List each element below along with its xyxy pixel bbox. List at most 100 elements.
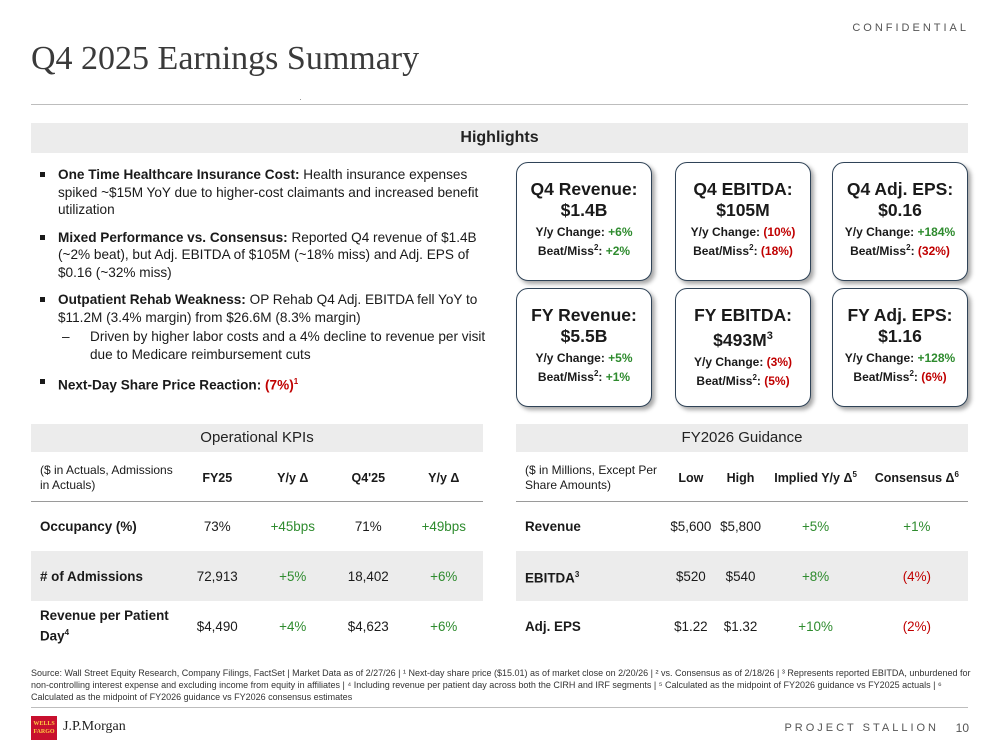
guidance-low: $5,600 xyxy=(670,518,712,534)
guidance-implied: +5% xyxy=(801,518,830,534)
guidance-table: ($ in Millions, Except Per Share Amounts… xyxy=(516,455,968,651)
sub-bullet-text: Driven by higher labor costs and a 4% de… xyxy=(90,329,486,362)
guidance-row-label: Adj. EPS xyxy=(516,601,666,651)
card-value-line: $105M xyxy=(676,200,810,221)
guidance-label-text: Adj. EPS xyxy=(525,618,581,634)
card-yoy-label: Y/y Change: xyxy=(535,225,609,239)
card-beat-value: +1% xyxy=(605,370,631,384)
bullet-heading: Outpatient Rehab Weakness: xyxy=(58,292,246,307)
footnote-marker: 1 xyxy=(293,377,299,386)
wells-fargo-logo: WELLS FARGO xyxy=(31,716,57,740)
card-beat-label: Beat/Miss xyxy=(693,244,750,258)
kpi-row-label: # of Admissions xyxy=(31,551,181,601)
kpi-row: Revenue per Patient Day4 $4,490 +4% $4,623 +… xyxy=(31,601,483,651)
kpi-row-label: Occupancy (%) xyxy=(31,501,181,551)
guidance-header: FY2026 Guidance xyxy=(516,424,968,452)
card-yoy-line: Y/y Change: +128% xyxy=(833,351,967,366)
title-divider xyxy=(31,104,968,105)
card-title: Q4 EBITDA: xyxy=(693,179,793,199)
card-yoy-label: Y/y Change: xyxy=(690,225,764,239)
guidance-row: EBITDA3 $520 $540 +8% (4%) xyxy=(516,551,968,601)
kpi-q4: $4,623 xyxy=(347,618,389,634)
footer-divider xyxy=(31,707,968,708)
dash-icon: – xyxy=(62,329,70,344)
metric-card: Q4 EBITDA: $105M Y/y Change: (10%) Beat/Mis… xyxy=(675,162,811,281)
card-beat-line: Beat/Miss2: +2% xyxy=(517,240,651,259)
page-number: 10 xyxy=(955,721,969,735)
guidance-implied: +10% xyxy=(798,618,833,634)
card-yoy-line: Y/y Change: +5% xyxy=(517,351,651,366)
kpi-q4: 18,402 xyxy=(331,551,405,601)
card-beat-label: Beat/Miss xyxy=(537,244,594,258)
bullet-square-icon xyxy=(40,172,45,177)
guidance-col-header: High xyxy=(715,455,766,502)
card-beat-line: Beat/Miss2: +1% xyxy=(517,366,651,385)
card-beat-label: Beat/Miss xyxy=(850,244,907,258)
guidance-low: $520 xyxy=(666,551,716,601)
card-value-footnote: 3 xyxy=(766,330,773,342)
guidance-col-footnote: 6 xyxy=(954,470,959,480)
kpi-label-text: Revenue per Patient Day xyxy=(40,608,169,644)
card-beat-footnote: 2 xyxy=(593,243,599,252)
card-beat-line: Beat/Miss2: (32%) xyxy=(833,240,967,259)
share-price-reaction: (7%) xyxy=(265,377,294,393)
kpi-q4-yoy: +6% xyxy=(404,551,483,601)
card-beat-label: Beat/Miss xyxy=(696,373,753,388)
kpi-fy25: $4,490 xyxy=(196,618,238,634)
jpmorgan-logo: J.P.Morgan xyxy=(63,719,126,734)
kpi-col-fy25-yoy: Y/y Δ xyxy=(253,455,332,502)
card-beat-line: Beat/Miss2: (6%) xyxy=(833,366,967,385)
card-beat-value: +2% xyxy=(605,244,631,258)
bullet-square-icon xyxy=(40,297,45,302)
kpi-table: ($ in Actuals, Admissions in Actuals) FY… xyxy=(31,455,483,651)
card-value-line: $493M3 xyxy=(676,326,810,351)
bullet-rehab-weakness: Outpatient Rehab Weakness: OP Rehab Q4 A… xyxy=(38,291,486,326)
source-footnotes: Source: Wall Street Equity Research, Com… xyxy=(31,668,971,702)
card-beat-label: Beat/Miss xyxy=(853,370,910,384)
card-yoy-line: Y/y Change: (3%) xyxy=(676,355,810,370)
card-yoy-value: +128% xyxy=(917,351,956,365)
card-beat-label: Beat/Miss xyxy=(537,370,594,384)
card-beat-line: Beat/Miss2: (5%) xyxy=(676,370,810,389)
card-beat-colon: : xyxy=(598,370,606,384)
card-value: $105M xyxy=(716,200,770,220)
kpi-col-label: ($ in Actuals, Admissions in Actuals) xyxy=(31,455,181,502)
guidance-consensus: (2%) xyxy=(902,618,931,634)
kpi-row: # of Admissions 72,913 +5% 18,402 +6% xyxy=(31,551,483,601)
card-yoy-value: (3%) xyxy=(766,354,793,369)
metric-card: Q4 Adj. EPS: $0.16 Y/y Change: +184% Beat/M… xyxy=(832,162,968,281)
card-yoy-label: Y/y Change: xyxy=(693,354,767,369)
kpi-fy25-yoy: +5% xyxy=(253,551,332,601)
guidance-col-text: High xyxy=(726,470,755,485)
bullet-square-icon xyxy=(40,234,45,240)
card-beat-footnote: 2 xyxy=(749,243,754,252)
confidential-label: CONFIDENTIAL xyxy=(852,22,969,34)
guidance-label-text: Revenue xyxy=(525,518,581,534)
card-beat-footnote: 2 xyxy=(752,372,757,382)
card-yoy-line: Y/y Change: (10%) xyxy=(676,225,810,240)
card-yoy-value: +184% xyxy=(917,225,956,239)
guidance-consensus: +1% xyxy=(903,518,931,534)
guidance-implied: +8% xyxy=(765,551,866,601)
kpi-label-footnote: 4 xyxy=(64,628,70,638)
kpi-header: Operational KPIs xyxy=(31,424,483,452)
card-beat-value: (6%) xyxy=(921,370,947,384)
metric-card: Q4 Revenue: $1.4B Y/y Change: +6% Beat/Miss… xyxy=(516,162,652,281)
guidance-col-header: Implied Y/y Δ5 xyxy=(765,455,866,502)
card-yoy-label: Y/y Change: xyxy=(535,351,609,365)
page-title: Q4 2025 Earnings Summary xyxy=(31,40,420,77)
guidance-header-row: ($ in Millions, Except Per Share Amounts… xyxy=(516,455,968,502)
card-yoy-value: (10%) xyxy=(763,225,796,239)
guidance-row-label: EBITDA3 xyxy=(516,551,666,601)
card-beat-colon: : xyxy=(756,373,765,388)
card-value-line: $0.16 xyxy=(833,200,967,221)
bullet-text: OP Rehab Q4 Adj. EBITDA fell YoY to $11.… xyxy=(58,292,478,325)
guidance-row-label: Revenue xyxy=(516,501,666,551)
highlights-bullets: One Time Healthcare Insurance Cost: Heal… xyxy=(38,166,486,404)
card-value-line: $5.5B xyxy=(517,326,651,347)
bullet-text: Health insurance expenses spiked ~$15M Y… xyxy=(58,167,479,217)
guidance-col-text: Implied Y/y Δ xyxy=(774,471,853,486)
kpi-header-row: ($ in Actuals, Admissions in Actuals) FY… xyxy=(31,455,483,502)
guidance-col-header: Consensus Δ6 xyxy=(865,455,968,502)
kpi-q4-yoy: +6% xyxy=(430,618,458,634)
